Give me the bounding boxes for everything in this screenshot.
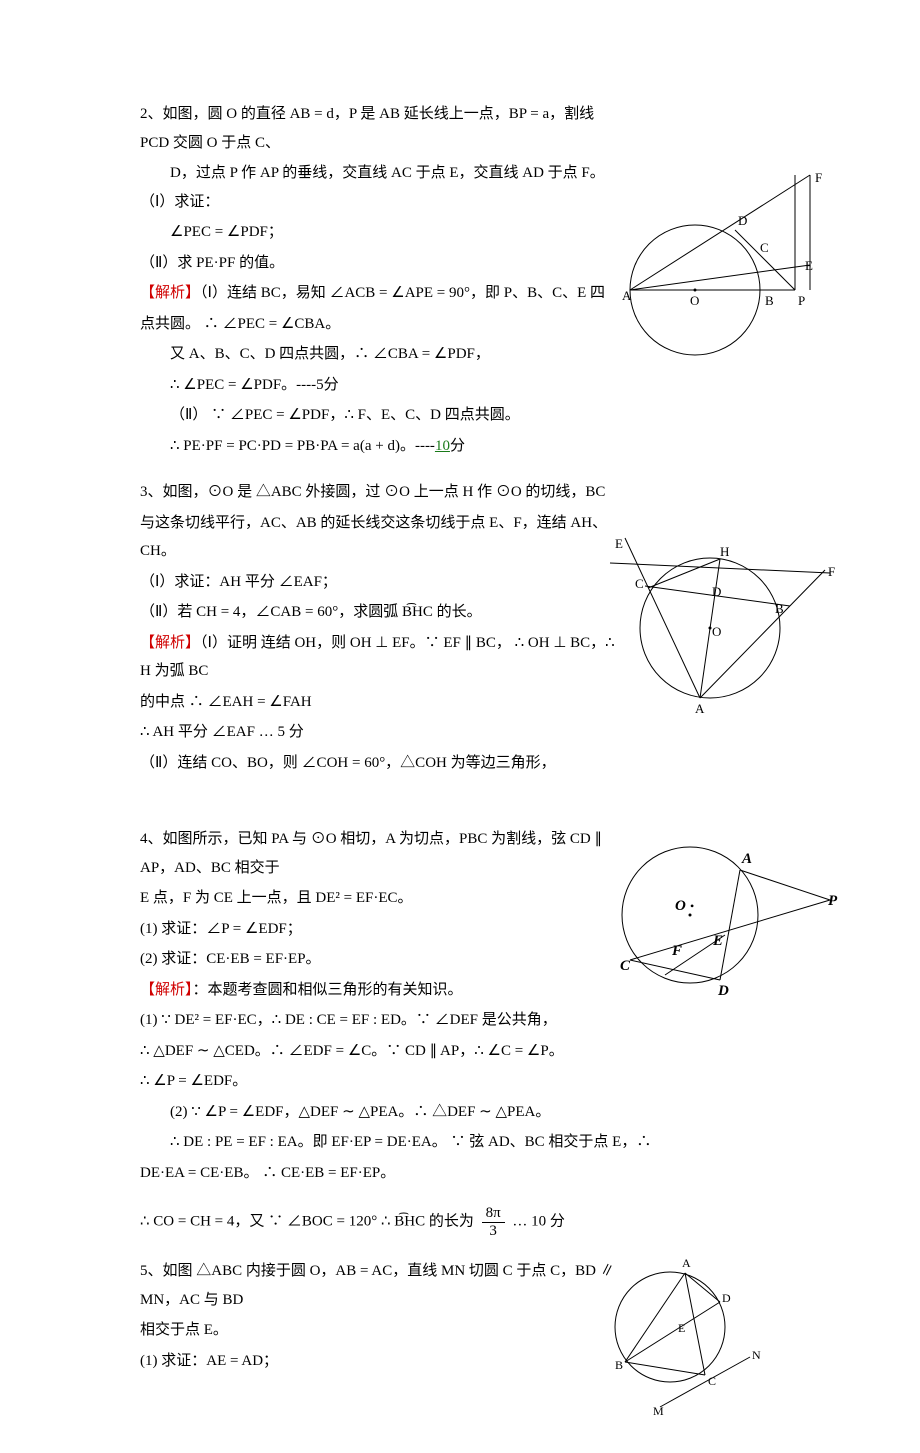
- p3-sol-1: 【解析】（Ⅰ）证明 连结 OH，则 OH ⊥ EF。∵ EF ∥ BC， ∴ O…: [140, 629, 620, 686]
- svg-text:A: A: [682, 1256, 691, 1270]
- svg-text:B: B: [775, 601, 784, 616]
- p2-lead-2: D，过点 P 作 AP 的垂线，交直线 AC 于点 E，交直线 AD 于点 F。…: [140, 159, 620, 216]
- problem-3-figure: A B C D E F H O: [590, 518, 840, 718]
- problem-3-tail: ∴ CO = CH = 4，又 ∵ ∠BOC = 120° ∴ B͡HC 的长为…: [140, 1205, 780, 1239]
- p4-s1: (1) ∵ DE² = EF·EC，∴ DE : CE = EF : ED。∵ …: [140, 1006, 780, 1035]
- svg-text:D: D: [717, 983, 729, 999]
- svg-text:•: •: [690, 899, 694, 913]
- tangent-secant-chord-diagram: A P C D E F O •: [610, 825, 840, 1000]
- fraction-8pi-3: 8π 3: [482, 1205, 505, 1239]
- svg-text:E: E: [805, 258, 813, 273]
- problem-5-figure: A B C D E M N: [590, 1247, 770, 1417]
- svg-text:E: E: [712, 933, 723, 949]
- svg-text:A: A: [741, 851, 752, 867]
- problem-3-text: 3、如图，⊙O 是 △ABC 外接圆，过 ⊙O 上一点 H 作 ⊙O 的切线，B…: [140, 478, 620, 777]
- svg-text:D: D: [722, 1291, 731, 1305]
- p4-s6: DE·EA = CE·EB。 ∴ CE·EB = EF·EP。: [140, 1159, 780, 1188]
- tangent-parallel-diagram: A B C D E F H O: [590, 518, 840, 718]
- solution-label: 【解析】: [140, 982, 193, 998]
- p2-lead-3: ∠PEC = ∠PDF；: [140, 218, 620, 247]
- problem-3: A B C D E F H O 3、如图，⊙O 是 △ABC 外接圆，过 ⊙O …: [140, 478, 780, 777]
- svg-text:D: D: [738, 213, 747, 228]
- p2-lead-1: 2、如图，圆 O 的直径 AB = d，P 是 AB 延长线上一点，BP = a…: [140, 100, 620, 157]
- solution-label: 【解析】: [140, 635, 200, 651]
- problem-4-figure: A P C D E F O •: [610, 825, 840, 1000]
- svg-text:E: E: [678, 1321, 685, 1335]
- svg-text:N: N: [752, 1348, 761, 1362]
- svg-text:O: O: [675, 898, 686, 914]
- p3-q2: （Ⅱ）若 CH = 4，∠CAB = 60°，求圆弧 B͡HC 的长。: [140, 598, 620, 627]
- p2-sol-2: 点共圆。 ∴ ∠PEC = ∠CBA。: [140, 310, 620, 339]
- solution-label: 【解析】: [140, 285, 200, 301]
- p4-q2: (2) 求证：CE·EB = EF·EP。: [140, 945, 620, 974]
- p3-tail-line: ∴ CO = CH = 4，又 ∵ ∠BOC = 120° ∴ B͡HC 的长为…: [140, 1205, 780, 1239]
- p4-s4: (2) ∵ ∠P = ∠EDF，△DEF ∼ △PEA。∴ △DEF ∼ △PE…: [140, 1098, 780, 1127]
- svg-text:C: C: [635, 576, 644, 591]
- p2-sol-1: 【解析】（Ⅰ）连结 BC，易知 ∠ACB = ∠APE = 90°，即 P、B、…: [140, 279, 620, 308]
- svg-text:M: M: [653, 1404, 664, 1417]
- svg-text:O: O: [712, 624, 721, 639]
- svg-text:H: H: [720, 544, 729, 559]
- problem-5: A B C D E M N 5、如图 △ABC 内接于圆 O，AB = AC，直…: [140, 1257, 780, 1375]
- p3-lead-1: 3、如图，⊙O 是 △ABC 外接圆，过 ⊙O 上一点 H 作 ⊙O 的切线，B…: [140, 478, 620, 507]
- svg-text:F: F: [815, 170, 822, 185]
- problem-4-solution: (1) ∵ DE² = EF·EC，∴ DE : CE = EF : ED。∵ …: [140, 1006, 780, 1187]
- p3-q1: （Ⅰ）求证：AH 平分 ∠EAF；: [140, 568, 620, 597]
- svg-text:D: D: [712, 584, 721, 599]
- svg-text:O: O: [690, 293, 699, 308]
- p4-lead-1: 4、如图所示，已知 PA 与 ⊙O 相切，A 为切点，PBC 为割线，弦 CD …: [140, 825, 620, 882]
- p2-part2-q: （Ⅱ）求 PE·PF 的值。: [140, 249, 620, 278]
- p5-lead-1: 5、如图 △ABC 内接于圆 O，AB = AC，直线 MN 切圆 C 于点 C…: [140, 1257, 620, 1314]
- inscribed-triangle-tangent-diagram: A B C D E M N: [590, 1247, 770, 1417]
- p2-sol-5: （Ⅱ） ∵ ∠PEC = ∠PDF，∴ F、E、C、D 四点共圆。: [140, 401, 620, 430]
- problem-2-text: 2、如图，圆 O 的直径 AB = d，P 是 AB 延长线上一点，BP = a…: [140, 100, 620, 460]
- svg-text:C: C: [620, 958, 631, 974]
- svg-text:F: F: [828, 564, 835, 579]
- p5-q1: (1) 求证：AE = AD；: [140, 1347, 620, 1376]
- problem-2-figure: A O B P C D E F: [610, 170, 840, 370]
- p3-sol-4: （Ⅱ）连结 CO、BO，则 ∠COH = 60°，△COH 为等边三角形，: [140, 749, 620, 778]
- svg-text:C: C: [760, 240, 769, 255]
- p4-s3: ∴ ∠P = ∠EDF。: [140, 1067, 780, 1096]
- p2-sol-6: ∴ PE·PF = PC·PD = PB·PA = a(a + d)。----1…: [140, 432, 620, 461]
- problem-4: A P C D E F O • 4、如图所示，已知 PA 与 ⊙O 相切，A 为…: [140, 825, 780, 1187]
- p4-lead-2: E 点，F 为 CE 上一点，且 DE² = EF·EC。: [140, 884, 620, 913]
- svg-text:A: A: [622, 288, 632, 303]
- circle-secant-diagram: A O B P C D E F: [610, 170, 840, 370]
- p4-sol-note: 【解析】：本题考查圆和相似三角形的有关知识。: [140, 976, 620, 1005]
- svg-text:B: B: [765, 293, 774, 308]
- p5-lead-2: 相交于点 E。: [140, 1316, 620, 1345]
- spacer: [140, 795, 780, 825]
- svg-text:B: B: [615, 1358, 623, 1372]
- p2-sol-3: 又 A、B、C、D 四点共圆，∴ ∠CBA = ∠PDF，: [140, 340, 620, 369]
- p3-sol-3: ∴ AH 平分 ∠EAF … 5 分: [140, 718, 620, 747]
- svg-text:C: C: [708, 1374, 716, 1388]
- problem-4-text: 4、如图所示，已知 PA 与 ⊙O 相切，A 为切点，PBC 为割线，弦 CD …: [140, 825, 620, 1004]
- p3-lead-2: 与这条切线平行，AC、AB 的延长线交这条切线于点 E、F，连结 AH、CH。: [140, 509, 620, 566]
- problem-2: A O B P C D E F 2、如图，圆 O 的直径 AB = d，P 是 …: [140, 100, 780, 460]
- p3-sol-2: 的中点 ∴ ∠EAH = ∠FAH: [140, 688, 620, 717]
- p2-sol-4: ∴ ∠PEC = ∠PDF。----5分: [140, 371, 620, 400]
- svg-text:P: P: [798, 293, 805, 308]
- svg-text:F: F: [671, 943, 682, 959]
- p4-s5: ∴ DE : PE = EF : EA。即 EF·EP = DE·EA。 ∵ 弦…: [140, 1128, 780, 1157]
- svg-text:E: E: [615, 536, 623, 551]
- p4-q1: (1) 求证：∠P = ∠EDF；: [140, 915, 620, 944]
- svg-text:P: P: [828, 893, 838, 909]
- p4-s2: ∴ △DEF ∼ △CED。∴ ∠EDF = ∠C。∵ CD ∥ AP，∴ ∠C…: [140, 1037, 780, 1066]
- problem-5-text: 5、如图 △ABC 内接于圆 O，AB = AC，直线 MN 切圆 C 于点 C…: [140, 1257, 620, 1375]
- svg-text:A: A: [695, 701, 705, 716]
